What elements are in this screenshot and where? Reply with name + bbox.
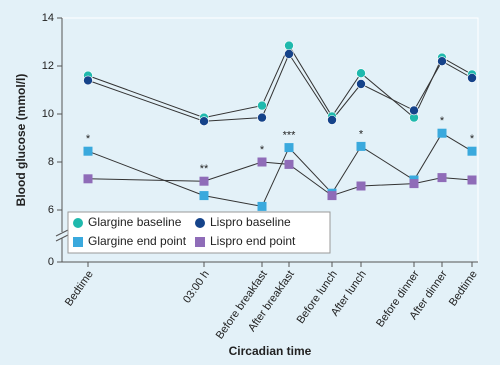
point [284, 49, 294, 59]
point [327, 191, 337, 201]
point [409, 179, 419, 189]
point [257, 157, 267, 167]
point [83, 75, 93, 86]
legend-marker [195, 218, 205, 228]
point [327, 115, 337, 125]
point [83, 146, 93, 156]
x-tick-label: Bedtime [447, 269, 480, 309]
legend-label: Glargine end point [88, 234, 187, 248]
legend-label: Glargine baseline [88, 215, 182, 229]
y-tick-label: 12 [42, 60, 54, 72]
significance-mark: * [86, 133, 91, 145]
significance-mark: * [359, 128, 364, 140]
significance-mark: * [440, 115, 445, 127]
axis-break [55, 229, 69, 237]
y-tick-label: 14 [42, 12, 54, 24]
x-tick-label: Bedtime [63, 269, 96, 309]
point [257, 201, 267, 211]
legend: Glargine baseline Lispro baseline Glargine… [67, 211, 331, 254]
point [199, 176, 209, 186]
axis-break [55, 234, 69, 242]
legend-label: Lispro end point [210, 234, 296, 248]
point [437, 128, 447, 138]
x-tick-label: 03:00 h [181, 269, 212, 306]
point [356, 181, 366, 191]
point [356, 68, 366, 78]
point [437, 56, 447, 67]
significance-mark: * [470, 133, 475, 145]
point [467, 73, 477, 83]
x-tick-label: Before lunch [295, 269, 340, 326]
significance-mark: ** [200, 163, 209, 175]
point [356, 79, 366, 89]
legend-marker [73, 218, 83, 228]
axis-break-gap [56, 232, 68, 238]
point [409, 105, 419, 116]
significance-mark: * [260, 144, 265, 156]
point [467, 146, 477, 156]
legend-marker [73, 237, 83, 247]
legend-label: Lispro baseline [210, 215, 291, 229]
point [199, 116, 209, 126]
y-axis-label: Blood glucose (mmol/l) [14, 74, 28, 207]
point [199, 191, 209, 201]
y-tick-label: 6 [48, 204, 54, 216]
y-tick-label: 8 [48, 156, 54, 168]
point [257, 112, 267, 123]
point [284, 40, 294, 51]
point [437, 173, 447, 183]
significance-mark: *** [283, 130, 297, 142]
point [83, 174, 93, 184]
point [284, 143, 294, 153]
point [257, 100, 267, 111]
point [356, 141, 366, 151]
point [284, 159, 294, 169]
legend-marker [195, 237, 205, 247]
x-axis-label: Circadian time [229, 344, 312, 358]
y-tick-label: 10 [42, 108, 54, 120]
point [467, 175, 477, 185]
y-tick-label: 0 [48, 256, 54, 268]
series-line [87, 132, 473, 207]
